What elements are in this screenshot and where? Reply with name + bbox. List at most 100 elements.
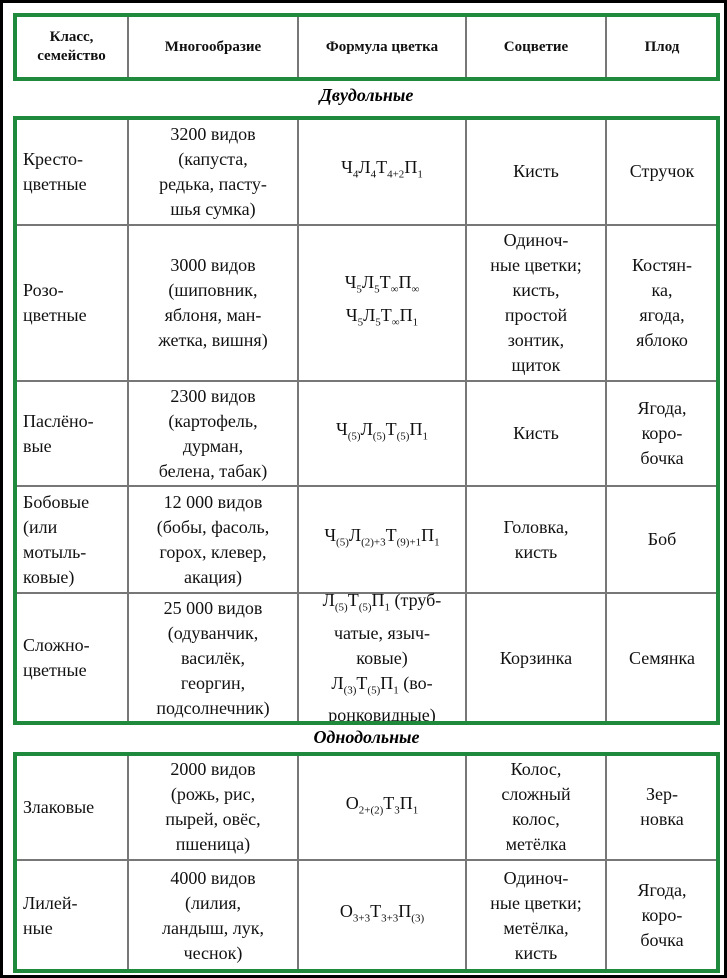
fruit-cell: Ягода, коро- бочка bbox=[606, 860, 718, 971]
formula-cell: О3+3Т3+3П(3) bbox=[298, 860, 466, 971]
formula-symbol: Ч bbox=[324, 525, 337, 546]
formula: О2+(2)Т3П1 bbox=[346, 791, 419, 824]
formula-index: 1 bbox=[412, 316, 419, 329]
formula-index: 1 bbox=[384, 601, 391, 614]
formula: Л(5)Т(5)П1 (труб-чатые, языч-ковые) Л(3)Т… bbox=[323, 588, 442, 728]
formula-index: (3) bbox=[411, 912, 425, 925]
formula-symbol: (труб- bbox=[390, 589, 442, 610]
formula-index: 1 bbox=[434, 536, 440, 549]
variety-cell: 3200 видов (капуста, редька, пасту- шья … bbox=[128, 118, 298, 225]
formula-symbol: Л bbox=[348, 525, 362, 546]
formula-symbol: Л bbox=[322, 589, 335, 610]
formula-symbol: Т bbox=[385, 419, 397, 440]
header-cell: Формула цветка bbox=[298, 15, 466, 79]
formula-symbol: Л bbox=[363, 305, 376, 325]
formula-index: 3+3 bbox=[352, 912, 371, 925]
formula-symbol: П bbox=[399, 792, 413, 813]
formula-symbol: П bbox=[409, 419, 423, 440]
family-cell: Сложно- цветные bbox=[15, 593, 128, 723]
formula-index: (9)+1 bbox=[396, 536, 422, 549]
formula-symbol: Л bbox=[360, 419, 373, 440]
formula-index: 2+(2) bbox=[358, 804, 384, 817]
family-cell: Кресто- цветные bbox=[15, 118, 128, 225]
formula-symbol: О bbox=[339, 901, 353, 922]
family-cell: Паслёно- вые bbox=[15, 381, 128, 486]
formula-index: (5) bbox=[367, 684, 381, 697]
fruit-cell: Зер- новка bbox=[606, 754, 718, 860]
inflorescence-cell: Корзинка bbox=[466, 593, 606, 723]
formula: Ч4Л4Т4+2П1 bbox=[341, 155, 423, 188]
formula: Ч(5)Л(2)+3Т(9)+1П1 bbox=[324, 523, 439, 556]
formula-symbol: Т bbox=[376, 157, 388, 178]
formula-index: 5 bbox=[357, 316, 364, 329]
formula-index: ∞ bbox=[411, 284, 420, 296]
formula-index: 3 bbox=[394, 804, 400, 817]
formula-index: 4 bbox=[370, 168, 377, 181]
formula-cell: Ч4Л4Т4+2П1 bbox=[298, 118, 466, 225]
inflorescence-cell: Одиноч- ные цветки; кисть, простой зонти… bbox=[466, 225, 606, 381]
formula-index: 1 bbox=[422, 430, 428, 443]
section-title: Двудольные bbox=[319, 85, 414, 105]
formula-symbol: Ч bbox=[341, 157, 353, 178]
variety-cell: 2000 видов (рожь, рис, пырей, овёс, пшен… bbox=[128, 754, 298, 860]
variety-cell: 2300 видов (картофель, дурман, белена, т… bbox=[128, 381, 298, 486]
formula-symbol: Т bbox=[370, 901, 382, 922]
formula-index: ∞ bbox=[390, 284, 399, 296]
formula-line: ковые) bbox=[356, 646, 407, 671]
formula-index: (5) bbox=[358, 601, 372, 614]
formula-symbol: П bbox=[371, 589, 385, 610]
formula-symbol: П bbox=[398, 901, 412, 922]
formula-index: 3+3 bbox=[381, 912, 399, 925]
formula-index: (5) bbox=[372, 430, 386, 443]
formula-symbol: Л bbox=[358, 157, 371, 178]
formula: Ч(5)Л(5)Т(5)П1 bbox=[336, 417, 428, 450]
formula-index: (5) bbox=[336, 536, 349, 549]
fruit-cell: Ягода, коро- бочка bbox=[606, 381, 718, 486]
header-cell: Класс, семейство bbox=[15, 15, 128, 79]
formula-line: Ч5Л5Т∞П∞ bbox=[345, 270, 420, 303]
header-cell: Плод bbox=[606, 15, 718, 79]
inflorescence-cell: Головка, кисть bbox=[466, 486, 606, 593]
family-cell: Лилей- ные bbox=[15, 860, 128, 971]
fruit-cell: Стручок bbox=[606, 118, 718, 225]
formula-symbol: Т bbox=[383, 792, 395, 813]
fruit-cell: Боб bbox=[606, 486, 718, 593]
formula-index: 1 bbox=[417, 168, 423, 181]
formula-symbol: ковые) bbox=[356, 647, 408, 668]
formula-line: чатые, языч- bbox=[334, 621, 430, 646]
inflorescence-cell: Колос, сложный колос, метёлка bbox=[466, 754, 606, 860]
formula-index: (3) bbox=[343, 684, 357, 697]
formula-symbol: П bbox=[399, 305, 413, 325]
formula-symbol: П bbox=[380, 672, 394, 693]
formula-index: 4+2 bbox=[387, 168, 405, 181]
formula-symbol: Т bbox=[379, 272, 391, 293]
formula-line: Л(3)Т(5)П1 (во- bbox=[331, 671, 432, 704]
formula-index: (5) bbox=[347, 430, 361, 443]
formula-cell: Ч(5)Л(2)+3Т(9)+1П1 bbox=[298, 486, 466, 593]
formula-symbol: Т bbox=[380, 305, 392, 325]
formula-cell: Ч5Л5Т∞П∞ Ч5Л5Т∞П1 bbox=[298, 225, 466, 381]
variety-cell: 12 000 видов (бобы, фасоль, горох, клеве… bbox=[128, 486, 298, 593]
header-cell: Соцветие bbox=[466, 15, 606, 79]
formula-symbol: Т bbox=[385, 525, 397, 546]
formula-symbol: Ч bbox=[344, 272, 357, 293]
formula-symbol: Т bbox=[356, 672, 368, 693]
formula-symbol: П bbox=[404, 157, 418, 178]
variety-cell: 25 000 видов (одуванчик, василёк, георги… bbox=[128, 593, 298, 723]
family-cell: Бобовые (или мотыль- ковые) bbox=[15, 486, 128, 593]
formula-symbol: Ч bbox=[336, 419, 348, 440]
formula: О3+3Т3+3П(3) bbox=[340, 899, 424, 932]
formula-symbol: Л bbox=[361, 272, 375, 293]
family-cell: Злаковые bbox=[15, 754, 128, 860]
family-cell: Розо- цветные bbox=[15, 225, 128, 381]
header-cell: Многообразие bbox=[128, 15, 298, 79]
formula-symbol: чатые, языч- bbox=[333, 622, 431, 643]
formula-index: 1 bbox=[393, 684, 399, 697]
formula-line: ронковидные) bbox=[328, 703, 435, 728]
formula-cell: О2+(2)Т3П1 bbox=[298, 754, 466, 860]
formula-symbol: ронковидные) bbox=[328, 705, 436, 726]
formula-symbol: О bbox=[345, 792, 359, 813]
formula-index: (2)+3 bbox=[361, 536, 386, 549]
formula-index: ∞ bbox=[391, 316, 400, 329]
